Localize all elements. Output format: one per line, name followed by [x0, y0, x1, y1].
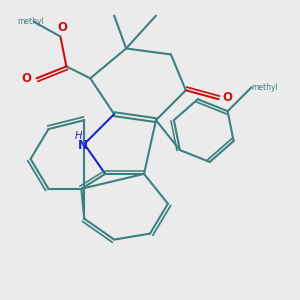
Text: H: H	[75, 131, 83, 141]
Text: methyl: methyl	[17, 17, 44, 26]
Text: methyl: methyl	[252, 83, 278, 92]
Text: O: O	[223, 91, 232, 104]
Text: N: N	[78, 139, 88, 152]
Text: O: O	[21, 72, 31, 85]
Text: O: O	[57, 21, 67, 34]
